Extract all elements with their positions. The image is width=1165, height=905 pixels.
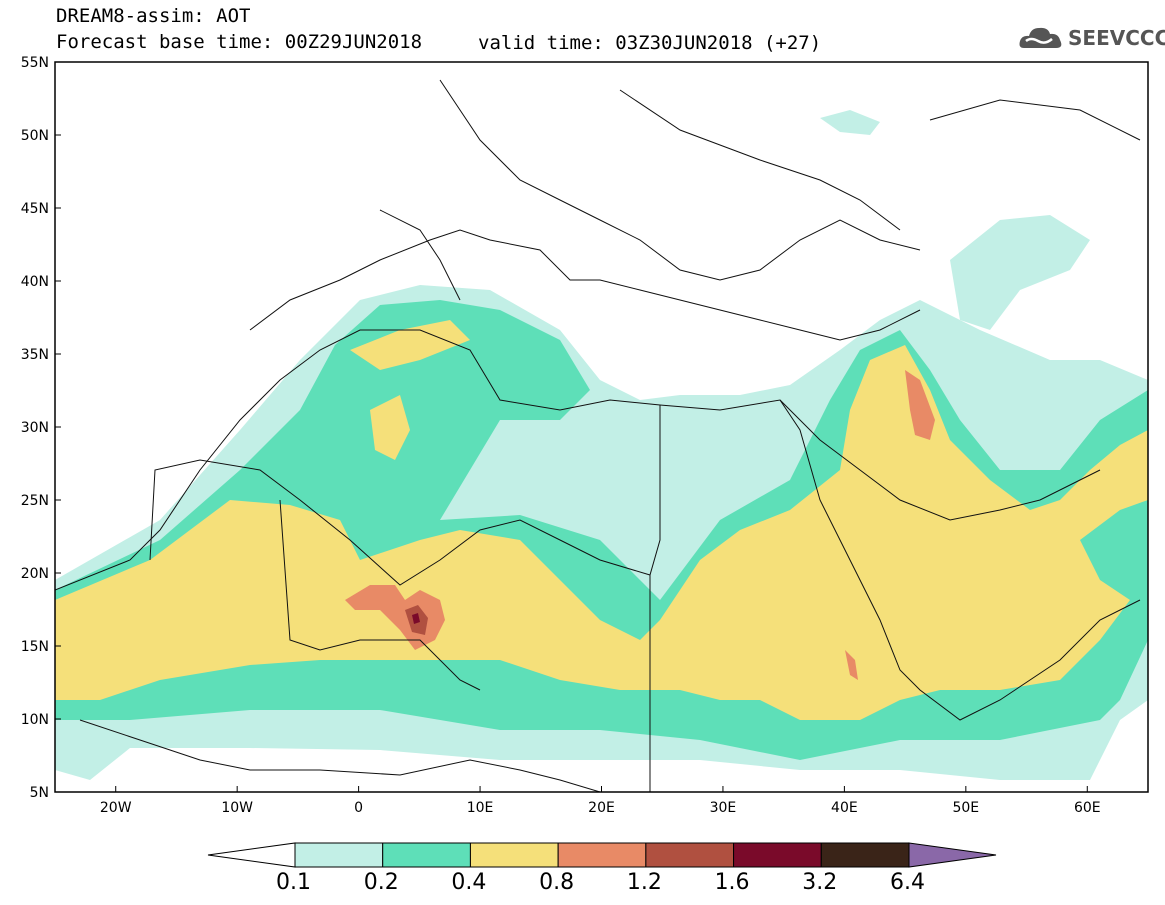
aot-contour-0.1-caspian (950, 215, 1090, 330)
colorbar (207, 842, 997, 868)
aot-contour-0.4-algeria (350, 320, 470, 370)
colorbar-box (733, 842, 822, 868)
colorbar-label: 0.8 (539, 870, 575, 895)
lon-tick-label: 0 (354, 800, 363, 816)
lon-tick-label: 40E (831, 800, 858, 816)
aot-contour-0.8-iraq (905, 370, 935, 440)
latitude-axis: 55N 50N 45N 40N 35N 30N 25N 20N 15N 10N 5N (21, 55, 61, 801)
lon-tick-label: 50E (952, 800, 979, 816)
map-title: DREAM8-assim: AOT (56, 5, 251, 27)
colorbar-label: 1.6 (714, 870, 750, 895)
colorbar-box (820, 842, 910, 868)
colorbar-label: 3.2 (802, 870, 838, 895)
colorbar-box (382, 842, 471, 868)
lat-tick-label: 45N (21, 201, 49, 217)
colorbar-box (469, 842, 559, 868)
colorbar-box (557, 842, 647, 868)
lat-tick-label: 30N (21, 420, 49, 436)
lon-tick-label: 10E (467, 800, 494, 816)
aot-contour-1.6 (412, 613, 420, 624)
lat-tick-label: 5N (30, 785, 49, 801)
aot-contour-0.4-libya (370, 395, 410, 460)
aot-field (55, 110, 1148, 780)
aot-contour-0.4 (55, 345, 1148, 720)
lat-tick-label: 10N (21, 712, 49, 728)
colorbar-under-triangle (207, 842, 296, 868)
colorbar-label: 6.4 (890, 870, 925, 895)
lon-tick-label: 20W (100, 800, 132, 816)
colorbar-label: 0.4 (451, 870, 487, 895)
colorbar-label: 0.1 (276, 870, 311, 895)
lat-tick-label: 20N (21, 566, 49, 582)
lon-tick-label: 20E (588, 800, 615, 816)
colorbar-box (645, 842, 735, 868)
base-time: Forecast base time: 00Z29JUN2018 (56, 31, 423, 53)
lon-tick-label: 60E (1074, 800, 1101, 816)
lat-tick-label: 15N (21, 639, 49, 655)
cloud-icon (1019, 27, 1062, 48)
logo-text: SEEVCCC (1068, 26, 1165, 50)
aot-contour-0.1-blacksea (820, 110, 880, 135)
lon-tick-label: 30E (710, 800, 737, 816)
colorbar-label: 1.2 (626, 870, 662, 895)
lat-tick-label: 25N (21, 493, 49, 509)
coastlines (55, 79, 1141, 792)
valid-time: valid time: 03Z30JUN2018 (+27) (478, 32, 822, 54)
aot-contour-0.8-ethiopia (845, 650, 858, 680)
longitude-axis: 20W 10W 0 10E 20E 30E 40E 50E 60E (100, 786, 1101, 816)
lat-tick-label: 35N (21, 347, 49, 363)
colorbar-box (294, 842, 384, 868)
lat-tick-label: 55N (21, 55, 49, 71)
colorbar-label: 0.2 (363, 870, 399, 895)
lat-tick-label: 40N (21, 274, 49, 290)
lon-tick-label: 10W (221, 800, 253, 816)
colorbar-over-triangle (908, 842, 997, 868)
seevccc-logo: SEEVCCC (1018, 22, 1165, 56)
lat-tick-label: 50N (21, 128, 49, 144)
